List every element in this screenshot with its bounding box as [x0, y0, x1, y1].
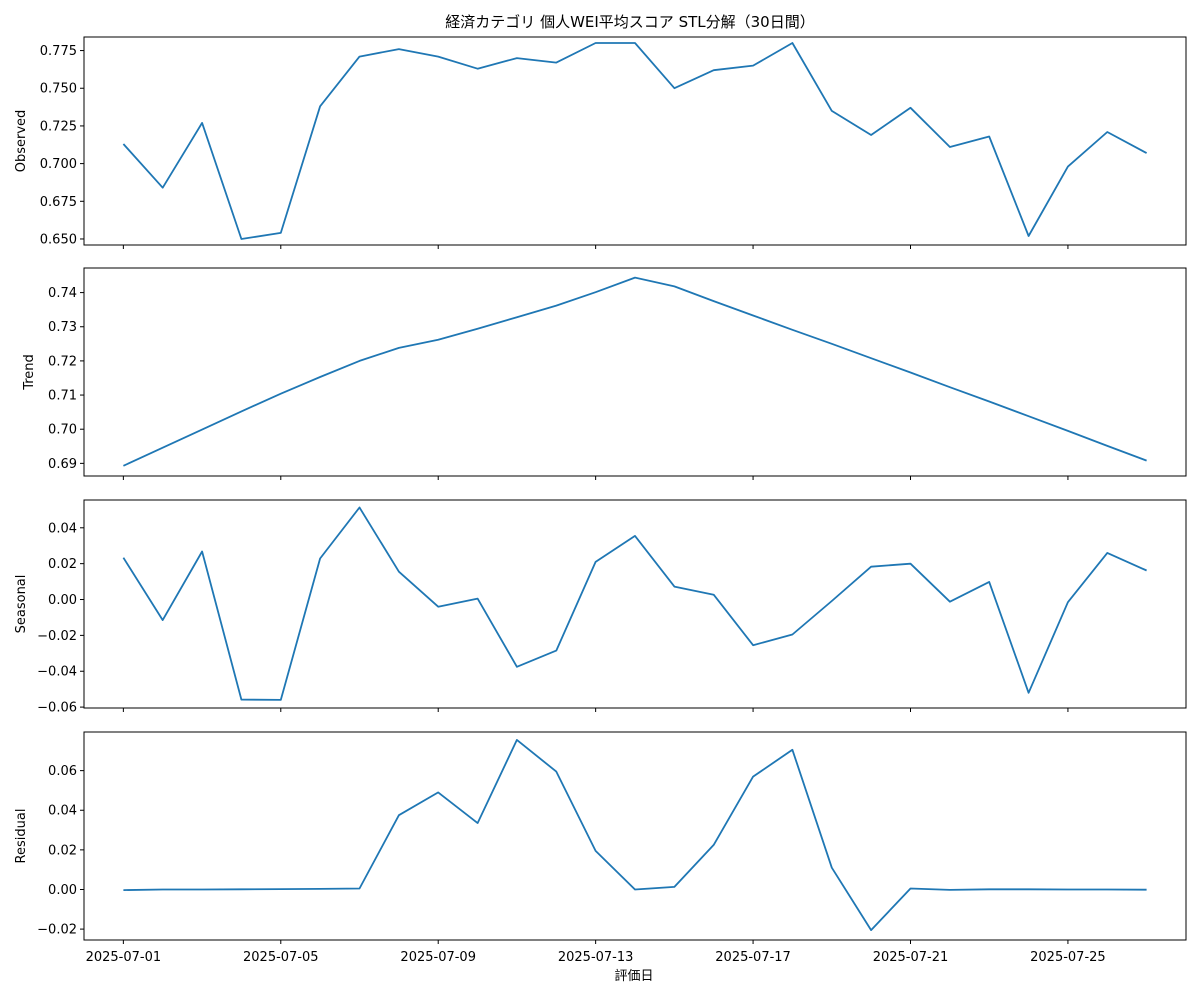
y-tick-label: 0.72 [48, 354, 77, 369]
x-tick-label: 2025-07-05 [243, 950, 319, 965]
y-tick-label: 0.04 [48, 804, 77, 819]
y-tick-label: 0.700 [40, 157, 77, 172]
series-line-trend [123, 276, 1147, 467]
y-tick-label: −0.02 [37, 923, 77, 938]
x-tick-label: 2025-07-21 [873, 950, 949, 965]
panel-frame-residual [83, 731, 1187, 941]
y-tick-label: 0.74 [48, 286, 77, 301]
y-tick-label: 0.69 [48, 457, 77, 472]
x-axis-label: 評価日 [614, 969, 653, 984]
y-axis-label-residual: Residual [14, 809, 29, 864]
y-tick-label: 0.650 [40, 232, 77, 247]
y-tick-label: −0.06 [37, 701, 77, 716]
y-tick-label: 0.00 [48, 593, 77, 608]
y-axis-label-trend: Trend [22, 354, 37, 391]
panel-frame-seasonal [83, 499, 1187, 709]
x-tick-label: 2025-07-17 [715, 950, 791, 965]
series-line-residual [123, 739, 1147, 931]
y-axis-label-observed: Observed [14, 110, 29, 173]
y-tick-label: 0.00 [48, 883, 77, 898]
y-tick-label: 0.02 [48, 557, 77, 572]
series-line-seasonal [122, 506, 1147, 701]
y-tick-label: 0.73 [48, 320, 77, 335]
chart-title: 経済カテゴリ 個人WEI平均スコア STL分解（30日間） [445, 13, 814, 31]
x-tick-label: 2025-07-01 [86, 950, 162, 965]
y-axis-label-seasonal: Seasonal [14, 575, 29, 634]
x-tick-label: 2025-07-09 [400, 950, 476, 965]
panel-frame-observed [83, 36, 1187, 246]
series-line-observed [122, 42, 1148, 240]
y-tick-label: 0.06 [48, 764, 77, 779]
y-tick-label: 0.02 [48, 843, 77, 858]
y-tick-label: 0.04 [48, 521, 77, 536]
y-tick-label: 0.725 [40, 119, 77, 134]
y-tick-label: 0.750 [40, 82, 77, 97]
y-tick-label: 0.70 [48, 423, 77, 438]
y-tick-label: 0.71 [48, 389, 77, 404]
panel-frame-trend [83, 267, 1187, 477]
y-tick-label: 0.675 [40, 195, 77, 210]
y-tick-label: 0.775 [40, 44, 77, 59]
y-tick-label: −0.02 [37, 629, 77, 644]
x-tick-label: 2025-07-13 [558, 950, 634, 965]
y-tick-label: −0.04 [37, 665, 77, 680]
x-tick-label: 2025-07-25 [1030, 950, 1106, 965]
